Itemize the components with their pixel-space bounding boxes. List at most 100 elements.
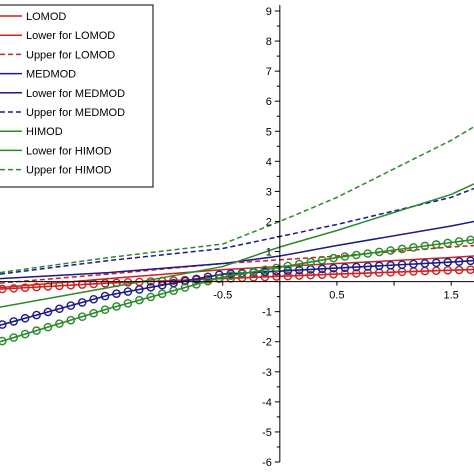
series-marker-7 [55,319,64,328]
y-tick-label: -2 [262,337,272,349]
series-marker-7 [237,269,247,279]
series-marker-7 [89,308,98,318]
series-marker-1 [454,265,464,275]
series-marker-7 [157,289,167,299]
series-marker-1 [466,265,474,274]
legend-label: Upper for HIMOD [26,165,112,177]
series-marker-7 [363,249,373,258]
series-marker-1 [169,276,178,285]
series-marker-7 [169,286,178,295]
series-marker-7 [340,252,350,261]
series-marker-7 [283,261,293,271]
series-marker-1 [317,270,327,279]
y-tick-label: 2 [266,216,272,228]
series-marker-4 [466,256,474,266]
series-marker-4 [100,291,110,301]
series-marker-7 [123,298,133,308]
y-tick-label: 3 [266,186,272,198]
series-marker-7 [66,315,76,325]
series-marker-4 [146,283,156,292]
series-marker-4 [363,262,373,271]
series-line-4 [0,259,474,326]
series-marker-4 [180,276,190,286]
series-marker-7 [112,302,121,311]
x-tick-label: -0.5 [213,290,232,302]
series-marker-4 [409,259,418,269]
series-marker-7 [43,322,53,332]
series-marker-4 [432,258,441,268]
legend-label: LOMOD [26,11,66,23]
series-marker-4 [135,285,144,294]
legend: LOMOD Lower for LOMOD Upper for LOMOD MEDMO… [0,4,154,188]
series-marker-7 [20,329,30,339]
series-marker-4 [340,263,350,272]
series-marker-4 [329,263,338,273]
y-tick-label: 4 [266,156,272,168]
series-marker-7 [329,253,338,263]
x-tick-label: 0.5 [329,290,344,302]
y-tick-label: -5 [262,427,272,439]
y-tick-label: -3 [262,367,272,379]
series-marker-1 [20,283,30,293]
series-marker-4 [317,264,327,274]
series-marker-7 [146,292,156,302]
series-marker-4 [55,304,64,314]
series-marker-1 [43,282,53,291]
series-marker-7 [0,336,7,346]
series-line-3 [0,220,474,280]
series-marker-1 [0,284,7,294]
legend-label: Upper for LOMOD [26,49,115,61]
legend-label: MEDMOD [26,69,76,81]
series-line-8 [0,126,474,274]
series-marker-4 [123,287,133,296]
series-marker-1 [306,270,315,280]
series-marker-7 [409,243,418,252]
series-marker-4 [443,257,453,267]
series-marker-4 [283,266,293,275]
series-marker-4 [352,262,361,272]
y-tick-label: -1 [262,307,272,319]
series-marker-7 [420,241,430,251]
series-marker-1 [249,273,258,282]
series-marker-1 [294,271,304,280]
y-tick-label: -4 [262,397,272,409]
series-marker-1 [443,265,453,275]
legend-box [0,4,154,188]
series-marker-4 [20,313,30,323]
series-marker-4 [420,259,430,268]
series-marker-1 [283,271,293,281]
y-tick-label: 5 [266,126,272,138]
y-tick-label: 9 [266,6,272,18]
series-marker-4 [77,298,87,307]
legend-label: Lower for LOMOD [26,30,115,42]
series-marker-1 [123,278,133,287]
y-tick-label: 8 [266,36,272,48]
x-tick-label: 1.5 [444,290,459,302]
series-marker-7 [317,255,327,265]
series-marker-7 [135,295,144,305]
y-tick-label: -6 [262,457,272,469]
series-marker-7 [9,333,19,342]
series-marker-4 [66,301,76,310]
series-marker-7 [226,271,236,281]
series-marker-7 [397,244,407,254]
series-marker-4 [0,320,7,329]
series-marker-7 [77,312,87,321]
series-marker-7 [443,238,453,248]
series-marker-7 [432,240,441,249]
series-line-1 [0,268,474,290]
legend-label: Lower for HIMOD [26,145,112,157]
series-marker-7 [294,259,304,269]
series-marker-7 [466,235,474,245]
y-tick-label: 7 [266,66,272,78]
legend-label: HIMOD [26,126,63,138]
series-marker-1 [340,269,350,279]
series-marker-7 [260,265,270,275]
series-marker-7 [374,247,384,257]
series-marker-7 [386,246,395,255]
series-marker-4 [112,289,121,298]
series-marker-4 [192,274,201,284]
series-marker-1 [89,279,98,289]
series-marker-4 [386,260,395,270]
